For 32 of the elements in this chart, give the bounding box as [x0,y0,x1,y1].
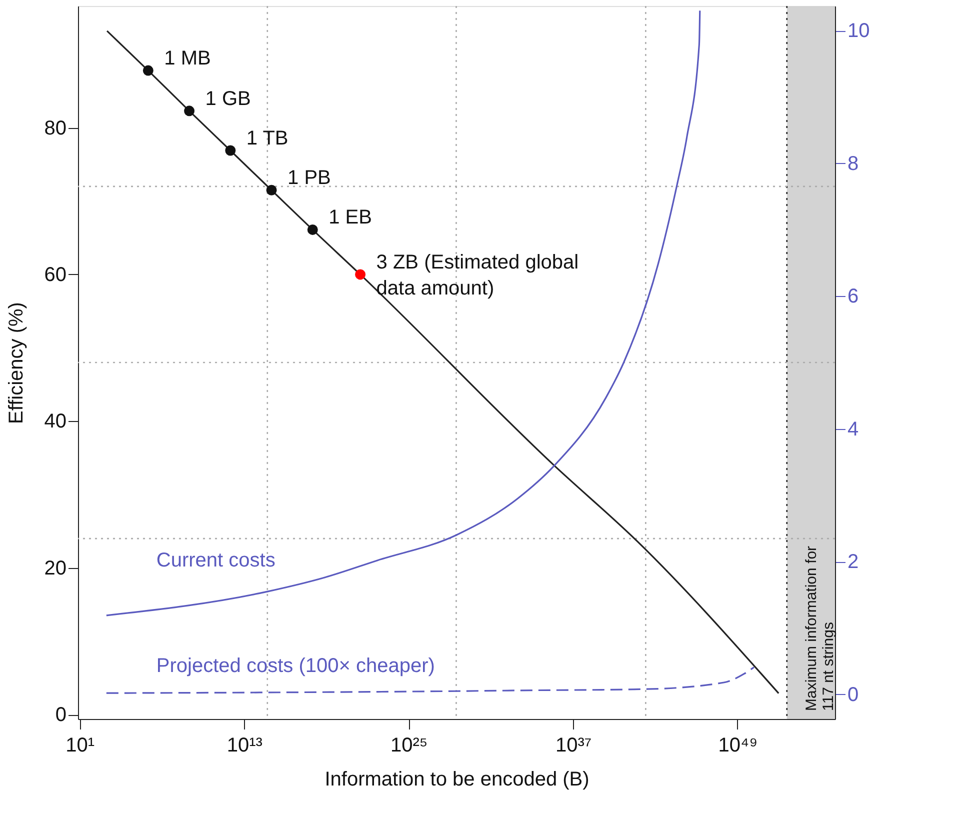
annotation: 1 GB [205,88,251,110]
annotation: 1 PB [288,167,331,190]
y-axis-title: Efficiency (%) [5,302,28,424]
y-tick-label: 40 [44,410,66,433]
annotation: 1 MB [164,48,211,70]
y2-tick-label: 4 [848,418,859,440]
annotation: 1 EB [328,206,372,229]
y2-tick-label: 6 [848,286,859,308]
x-tick-label: 10¹ [66,734,95,756]
point [142,65,154,76]
annotation: 1 TB [246,128,288,150]
x-tick-label: 10¹³ [226,734,263,756]
point [184,106,195,116]
y-tick-label: 20 [44,557,66,580]
x-axis-title: Information to be encoded (B) [324,768,590,790]
y2-tick-label: 0 [848,684,859,706]
x-tick-label: 10⁴⁹ [718,734,758,756]
y-tick-label: 80 [44,117,66,140]
series-label: Projected costs (100× cheaper) [156,655,435,678]
y2-tick-label: 8 [848,152,859,175]
y2-tick-label: 2 [848,551,859,574]
point [266,184,277,196]
point [225,145,236,156]
x-tick-label: 10²⁵ [390,734,428,756]
y-tick-label: 60 [44,264,66,286]
point [307,224,318,235]
x-tick-label: 10³⁷ [555,734,592,756]
series-label: Current costs [156,549,276,572]
annotation: 3 ZB (Estimated global data amount) [376,251,579,300]
y-tick-label: 0 [55,704,66,726]
y2-tick-label: 10 [848,20,870,42]
band-label: Maximum information for 117 nt strings [802,546,837,711]
